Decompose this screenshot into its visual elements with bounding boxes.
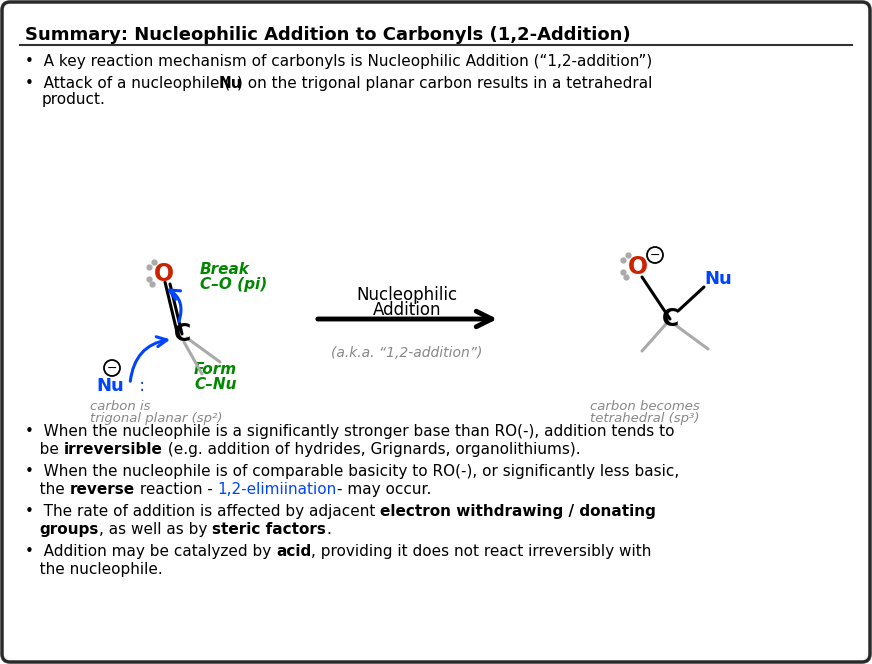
- Text: carbon becomes: carbon becomes: [590, 400, 699, 413]
- Text: Summary: Nucleophilic Addition to Carbonyls (1,2-Addition): Summary: Nucleophilic Addition to Carbon…: [25, 26, 630, 44]
- Text: groups: groups: [39, 522, 99, 537]
- Text: :: :: [134, 377, 145, 395]
- Text: C: C: [661, 307, 678, 331]
- Text: Break: Break: [200, 262, 250, 277]
- Text: •  A key reaction mechanism of carbonyls is Nucleophilic Addition (“1,2-addition: • A key reaction mechanism of carbonyls …: [25, 54, 652, 69]
- Text: C–O (pi): C–O (pi): [200, 277, 267, 292]
- Text: •  Attack of a nucleophile (: • Attack of a nucleophile (: [25, 76, 230, 91]
- Text: Nucleophilic: Nucleophilic: [357, 286, 458, 304]
- Text: reaction -: reaction -: [135, 482, 217, 497]
- Text: Nu: Nu: [219, 76, 242, 91]
- Text: trigonal planar (sp²): trigonal planar (sp²): [90, 412, 222, 425]
- Text: −: −: [650, 248, 660, 262]
- Text: •  When the nucleophile is of comparable basicity to RO(-), or significantly les: • When the nucleophile is of comparable …: [25, 464, 679, 479]
- Text: ) on the trigonal planar carbon results in a tetrahedral: ) on the trigonal planar carbon results …: [237, 76, 652, 91]
- Text: be: be: [25, 442, 64, 457]
- Circle shape: [647, 247, 663, 263]
- Text: carbon is: carbon is: [90, 400, 151, 413]
- Text: Nu: Nu: [96, 377, 124, 395]
- Text: tetrahedral (sp³): tetrahedral (sp³): [590, 412, 699, 425]
- Text: Nu: Nu: [704, 270, 732, 288]
- Text: - may occur.: - may occur.: [337, 482, 431, 497]
- Text: •  When the nucleophile is a significantly stronger base than RO(-), addition te: • When the nucleophile is a significantl…: [25, 424, 675, 439]
- Text: (e.g. addition of hydrides, Grignards, organolithiums).: (e.g. addition of hydrides, Grignards, o…: [162, 442, 580, 457]
- Text: (a.k.a. “1,2-addition”): (a.k.a. “1,2-addition”): [331, 346, 483, 360]
- Text: , as well as by: , as well as by: [99, 522, 212, 537]
- Text: •  Addition may be catalyzed by: • Addition may be catalyzed by: [25, 544, 276, 559]
- Text: acid: acid: [276, 544, 311, 559]
- Text: reverse: reverse: [70, 482, 135, 497]
- Text: O: O: [154, 262, 174, 286]
- Text: −: −: [106, 361, 117, 374]
- Text: C: C: [174, 322, 191, 346]
- Circle shape: [104, 360, 120, 376]
- Text: steric factors: steric factors: [212, 522, 326, 537]
- Text: electron withdrawing / donating: electron withdrawing / donating: [380, 504, 656, 519]
- Text: Addition: Addition: [372, 301, 441, 319]
- Text: the nucleophile.: the nucleophile.: [25, 562, 163, 577]
- Text: •  The rate of addition is affected by adjacent: • The rate of addition is affected by ad…: [25, 504, 380, 519]
- Text: .: .: [326, 522, 331, 537]
- Text: 1,2-elimiination: 1,2-elimiination: [217, 482, 337, 497]
- Text: O: O: [628, 255, 648, 279]
- Text: Form: Form: [194, 362, 237, 377]
- Text: the: the: [25, 482, 70, 497]
- Text: product.: product.: [42, 92, 106, 107]
- Text: , providing it does not react irreversibly with: , providing it does not react irreversib…: [311, 544, 651, 559]
- Text: irreversible: irreversible: [64, 442, 162, 457]
- Text: C–Nu: C–Nu: [194, 377, 236, 392]
